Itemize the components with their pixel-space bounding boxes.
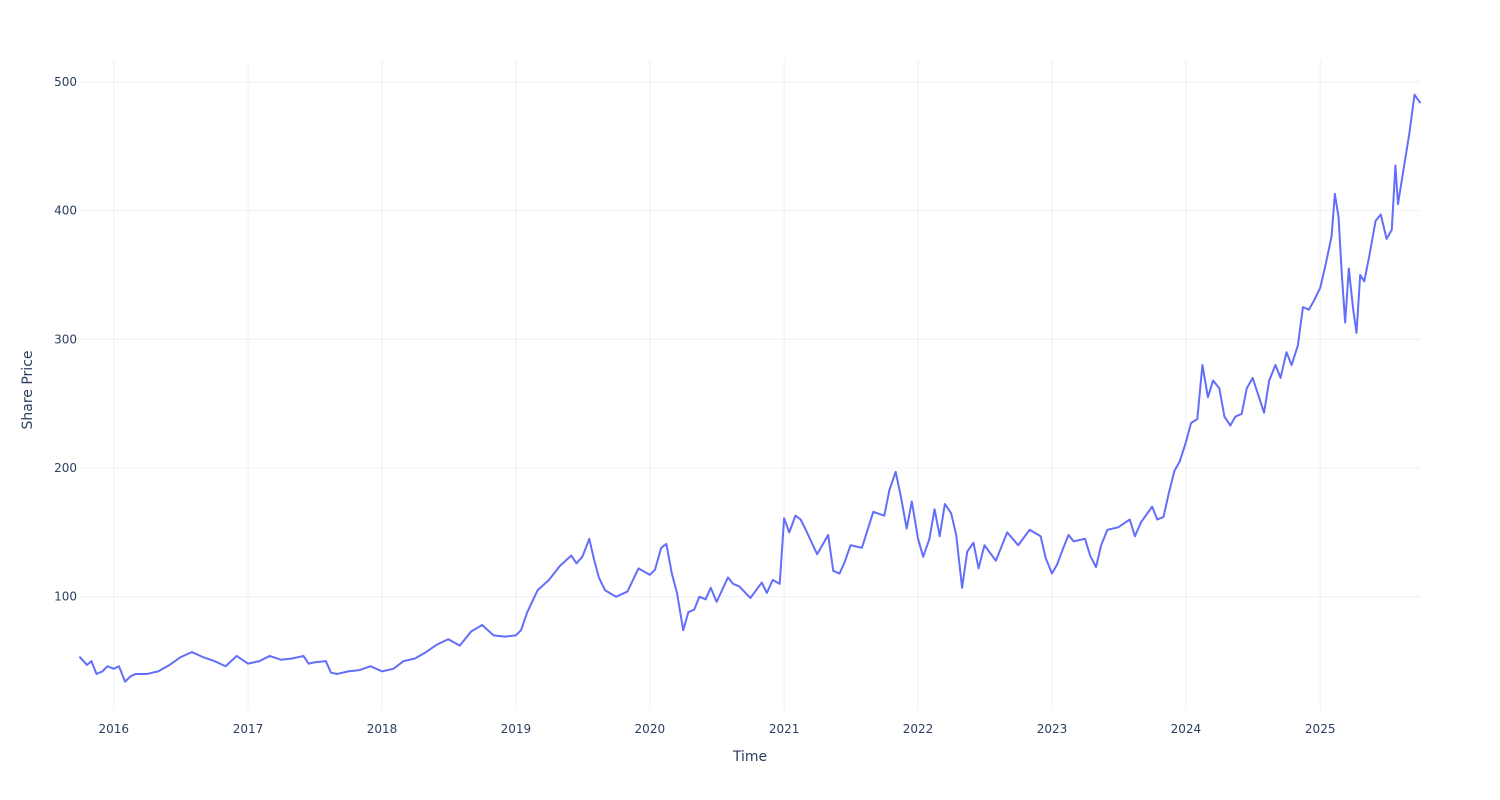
y-tick-label: 200 [54,461,77,475]
x-axis-title: Time [732,749,767,765]
y-gridlines [80,81,1420,598]
x-tick-label: 2020 [635,722,666,736]
x-tick-label: 2022 [903,722,934,736]
x-tick-label: 2016 [98,722,129,736]
x-tick-label: 2018 [367,722,398,736]
x-tick-label: 2025 [1305,722,1336,736]
y-tick-labels: 100 200 300 400 500 [54,75,77,604]
x-tick-label: 2023 [1037,722,1068,736]
y-axis-title: Share Price [20,350,36,429]
x-tick-label: 2017 [233,722,264,736]
x-tick-label: 2019 [501,722,532,736]
x-gridlines [113,60,1321,710]
y-tick-label: 500 [54,75,77,89]
x-tick-label: 2024 [1171,722,1202,736]
x-tick-label: 2021 [769,722,800,736]
x-tick-labels: 2016 2017 2018 2019 2020 2021 2022 2023 2024 2025 [98,722,1335,736]
series-layer [79,93,1421,683]
series-line [79,93,1421,683]
y-tick-label: 300 [54,332,77,346]
y-tick-label: 400 [54,204,77,218]
y-tick-label: 100 [54,590,77,604]
